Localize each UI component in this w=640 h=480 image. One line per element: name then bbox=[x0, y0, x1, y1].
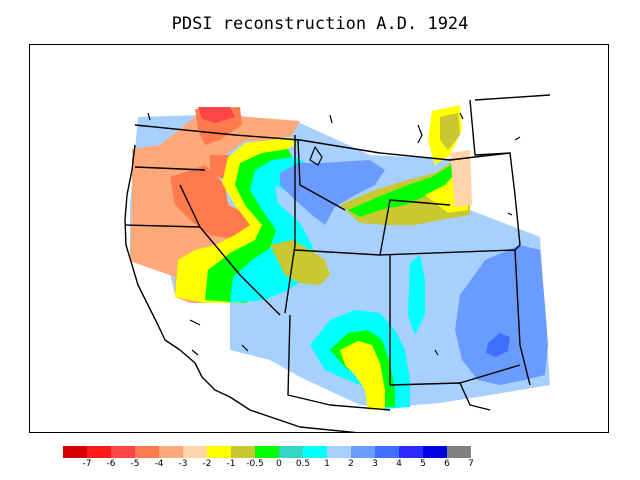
legend-tick-label: -7 bbox=[82, 459, 92, 469]
legend-swatch bbox=[135, 446, 159, 458]
legend-tick-label: 2 bbox=[348, 459, 354, 469]
legend-swatch bbox=[279, 446, 303, 458]
field-yellow-utah bbox=[270, 240, 330, 285]
map-borders bbox=[124, 94, 551, 432]
pdsi-map bbox=[124, 94, 551, 432]
legend-swatch bbox=[375, 446, 399, 458]
legend-swatch bbox=[87, 446, 111, 458]
field-darkblue-nm bbox=[486, 333, 510, 357]
field-green-wyoming bbox=[348, 160, 462, 217]
field-blue-idaho bbox=[280, 160, 385, 225]
legend-tick-label: -4 bbox=[154, 459, 164, 469]
field-orange-oregon bbox=[170, 165, 260, 240]
legend-tick-label: 3 bbox=[372, 459, 378, 469]
map-lakes bbox=[147, 112, 521, 356]
legend-swatch bbox=[447, 446, 471, 458]
legend-swatch bbox=[255, 446, 279, 458]
legend-swatch bbox=[111, 446, 135, 458]
field-blue-east bbox=[455, 245, 548, 385]
legend-swatch bbox=[423, 446, 447, 458]
legend-tick-label: 6 bbox=[444, 459, 450, 469]
legend-tick-label: -3 bbox=[178, 459, 188, 469]
legend-tick-label: -6 bbox=[106, 459, 116, 469]
legend-tick-label: 7 bbox=[468, 459, 474, 469]
legend-swatch bbox=[63, 446, 87, 458]
map-title: PDSI reconstruction A.D. 1924 bbox=[171, 14, 469, 34]
legend-tick-label: 4 bbox=[396, 459, 402, 469]
field-yellow-az bbox=[340, 341, 385, 410]
field-cyan-colorado bbox=[408, 255, 425, 335]
legend-tick-label: 0 bbox=[276, 459, 282, 469]
legend-swatch bbox=[303, 446, 327, 458]
legend-tick-label: -2 bbox=[202, 459, 212, 469]
legend-swatch bbox=[351, 446, 375, 458]
legend-swatch bbox=[159, 446, 183, 458]
map-frame bbox=[29, 44, 609, 433]
field-peach-sd bbox=[450, 150, 472, 207]
color-legend bbox=[63, 446, 471, 458]
legend-tick-label: -0.5 bbox=[246, 459, 264, 469]
legend-swatch bbox=[399, 446, 423, 458]
field-red-idaho bbox=[198, 107, 235, 123]
field-olive-montana bbox=[440, 113, 460, 150]
legend-swatch bbox=[183, 446, 207, 458]
legend-swatch bbox=[231, 446, 255, 458]
legend-tick-label: 0.5 bbox=[295, 459, 311, 469]
legend-ticks: -7 -6 -5 -4 -3 -2 -1 -0.5 0 0.5 1 2 3 4 5 6 7 bbox=[0, 459, 640, 475]
legend-tick-label: -1 bbox=[226, 459, 236, 469]
legend-tick-label: 1 bbox=[324, 459, 330, 469]
legend-swatch bbox=[207, 446, 231, 458]
legend-tick-label: 5 bbox=[420, 459, 426, 469]
legend-tick-label: -5 bbox=[130, 459, 140, 469]
legend-swatch bbox=[327, 446, 351, 458]
